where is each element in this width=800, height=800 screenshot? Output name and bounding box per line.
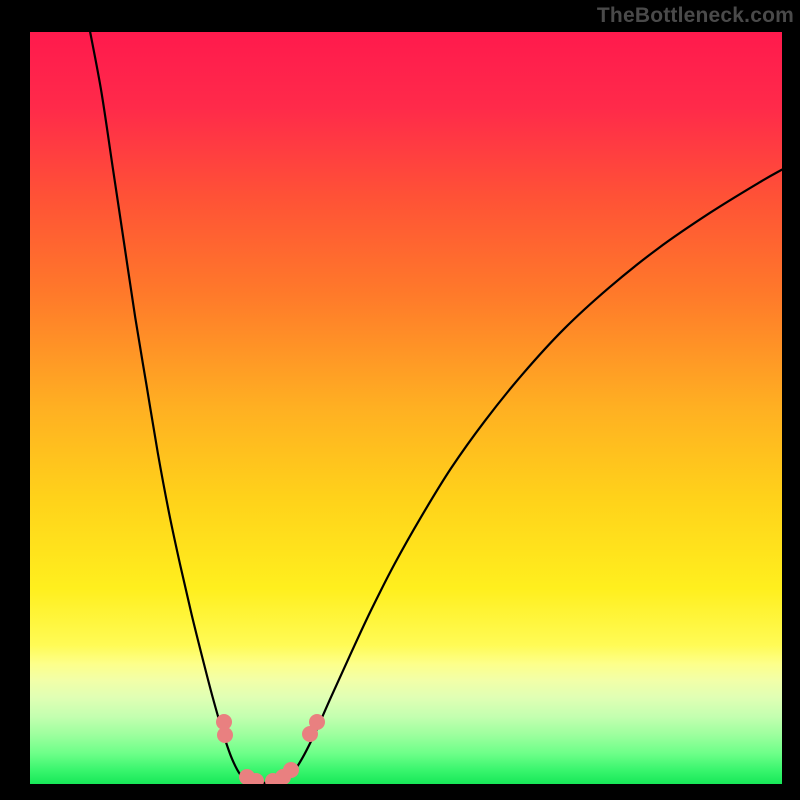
data-marker [217, 727, 233, 743]
data-marker [283, 762, 299, 778]
plot-area [30, 32, 782, 784]
frame-right [782, 0, 800, 800]
frame-left [0, 0, 30, 800]
frame-bottom [0, 784, 800, 800]
data-marker [248, 773, 264, 784]
watermark-text: TheBottleneck.com [597, 4, 794, 28]
data-marker [309, 714, 325, 730]
gradient-background [30, 32, 782, 784]
